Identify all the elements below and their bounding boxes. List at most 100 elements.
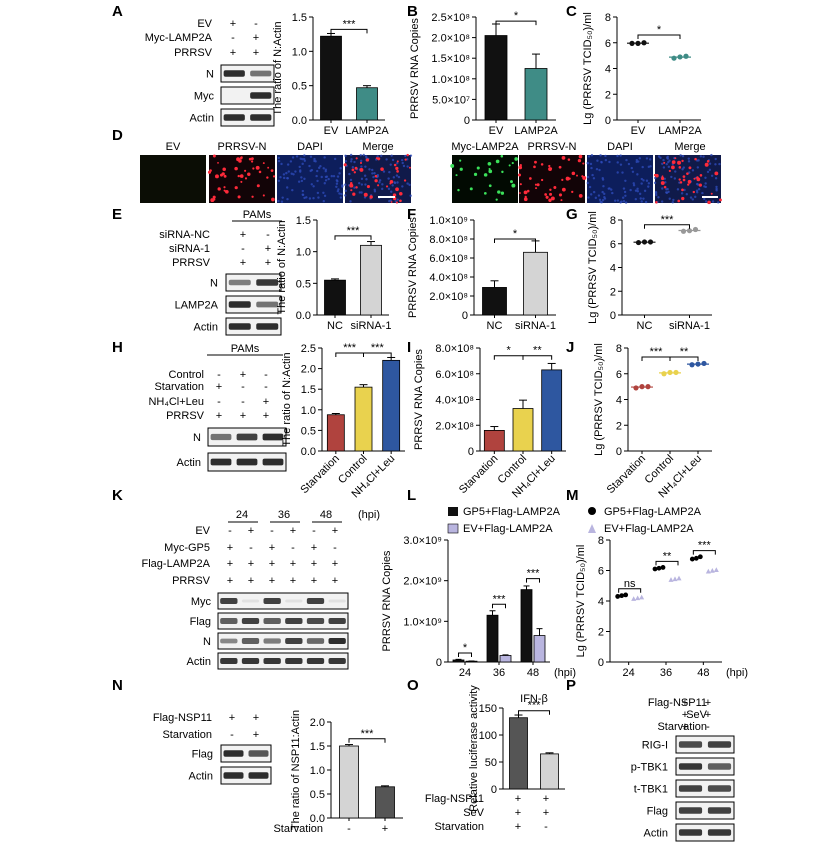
blot-band <box>220 597 238 605</box>
signal-dot <box>395 201 398 204</box>
blot-label: t-TBK1 <box>634 784 668 796</box>
chart-n: 0.0 0.5 1.0 1.5 2.0 The ratio of NSP11:Actin -… <box>273 710 403 835</box>
sig-bracket <box>494 238 536 243</box>
cond-sign: + <box>290 575 296 587</box>
signal-dot <box>395 166 399 171</box>
signal-dot <box>398 192 403 196</box>
bar <box>523 251 548 316</box>
nucleus <box>639 197 642 200</box>
signal-dot <box>688 181 691 184</box>
nucleus <box>358 181 361 185</box>
y-tick-label: 2.0×10⁸ <box>435 420 474 432</box>
signal-dot <box>698 183 702 187</box>
signal-dot <box>677 160 682 165</box>
signal-dot <box>710 192 713 195</box>
cond-sign: + <box>269 575 275 587</box>
blot-band <box>285 599 303 603</box>
signal-dot <box>550 196 555 201</box>
blot-strip <box>220 86 275 105</box>
y-tick-label: 8 <box>610 215 616 227</box>
signal-dot <box>488 169 493 174</box>
nucleus <box>595 167 599 171</box>
y-tick-label: 4 <box>610 263 616 275</box>
signal-dot <box>255 165 260 170</box>
nucleus <box>380 154 383 158</box>
nucleus <box>710 153 713 157</box>
cond-label: NH₄Cl+Leu <box>148 396 204 408</box>
signal-dot <box>374 174 378 178</box>
signal-dot <box>500 191 505 195</box>
nucleus <box>649 158 652 161</box>
y-tick-label: 1.5×10⁸ <box>431 53 470 65</box>
cond-sign: + <box>682 697 688 709</box>
signal-dot <box>408 166 411 169</box>
nucleus <box>679 154 682 157</box>
blot-band <box>263 597 281 605</box>
legend-label-gp5-m: GP5+Flag-LAMP2A <box>604 506 702 518</box>
nucleus <box>351 165 355 169</box>
signal-dot <box>548 164 551 168</box>
bar <box>509 717 528 790</box>
sig-label: *** <box>371 342 385 354</box>
y-axis-label: The ratio of NSP11:Actin <box>290 710 302 830</box>
nucleus <box>344 160 348 163</box>
nucleus <box>714 157 717 161</box>
signal-dot <box>668 169 671 173</box>
signal-dot <box>653 173 657 177</box>
nucleus <box>340 192 343 196</box>
nucleus <box>285 171 288 175</box>
nucleus <box>622 199 626 203</box>
y-tick-label: 0.0 <box>301 446 316 458</box>
cond-sign: - <box>333 542 337 554</box>
y-tick-label: 0.5 <box>310 789 325 801</box>
blot-label: Actin <box>177 457 201 469</box>
data-point <box>692 226 699 233</box>
data-point <box>656 565 662 571</box>
nucleus <box>362 153 365 157</box>
k-time-48: 48 <box>320 509 332 521</box>
signal-dot <box>511 183 516 188</box>
nucleus <box>297 180 301 183</box>
nucleus <box>711 200 715 203</box>
nucleus <box>336 175 340 178</box>
signal-dot <box>237 195 241 199</box>
y-tick-label: 0.5 <box>301 425 316 437</box>
o-sign: + <box>515 821 521 833</box>
nucleus <box>616 199 620 202</box>
blot-strip <box>675 735 735 754</box>
cond-sign: + <box>253 32 259 44</box>
x-tick-label: 24 <box>623 667 635 679</box>
data-point <box>633 385 639 391</box>
sig-label: ** <box>680 346 689 358</box>
nucleus <box>592 177 596 180</box>
nucleus <box>323 194 327 198</box>
nucleus <box>289 160 293 163</box>
cond-table-a: EV + - Myc-LAMP2A - + PRRSV + + <box>145 18 259 59</box>
blot-band <box>707 807 732 814</box>
panel-label-o: O <box>407 677 419 694</box>
signal-dot <box>212 154 216 158</box>
nucleus <box>667 165 671 169</box>
signal-dot <box>244 177 248 180</box>
nucleus <box>708 162 712 165</box>
o-sign: + <box>515 807 521 819</box>
nucleus <box>395 174 399 177</box>
cond-label: Myc-LAMP2A <box>145 32 213 44</box>
y-tick-label: 0 <box>610 310 616 322</box>
y-tick-label: 0 <box>491 784 497 796</box>
blot-band <box>306 617 325 625</box>
signal-dot <box>247 172 251 177</box>
blot-band <box>707 785 732 792</box>
signal-dot <box>540 178 544 182</box>
cond-sign: + <box>240 369 246 381</box>
cond-sign: + <box>311 542 317 554</box>
nucleus <box>309 169 312 173</box>
x-tick-label: 48 <box>697 667 709 679</box>
nucleus <box>301 193 304 196</box>
blot-band <box>328 617 346 625</box>
sig-bracket <box>655 560 679 566</box>
signal-dot <box>238 159 242 163</box>
panel-label-l: L <box>407 487 416 504</box>
nucleus <box>636 187 639 191</box>
nucleus <box>683 188 686 192</box>
